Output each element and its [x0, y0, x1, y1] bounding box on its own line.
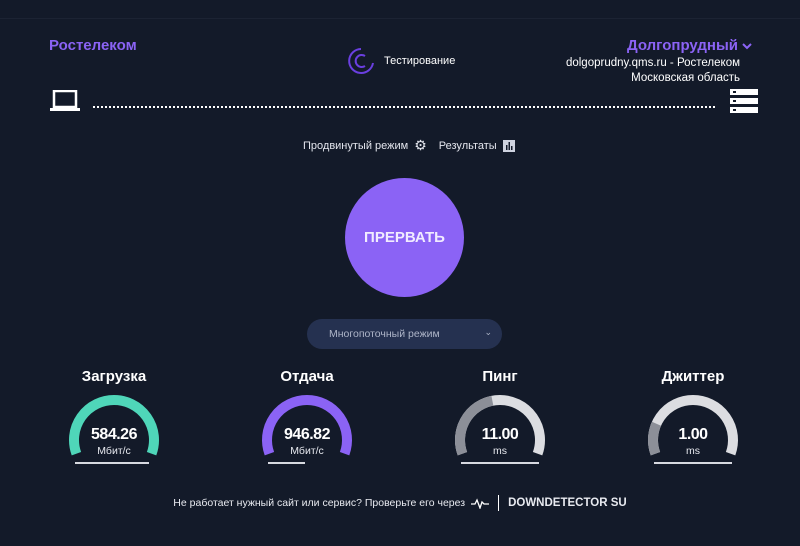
- metric-title: Пинг: [482, 368, 518, 385]
- gauge-fill: [455, 395, 494, 456]
- server-info: dolgoprudny.qms.ru - Ростелеком Московска…: [566, 56, 740, 86]
- progress-bar: [268, 462, 305, 464]
- gear-icon[interactable]: ⚙: [414, 137, 427, 153]
- links-bar: Продвинутый режим ⚙ Результаты: [303, 137, 515, 154]
- metric-value: 584.26: [91, 426, 137, 443]
- mode-select-value: Многопоточный режим: [329, 328, 440, 340]
- divider: [498, 495, 500, 511]
- laptop-icon: [50, 90, 80, 111]
- metric-unit: Мбит/с: [97, 445, 131, 457]
- server-icon: [730, 89, 758, 113]
- metric-upload: Отдача 946.82 Мбит/с: [247, 368, 367, 472]
- test-status: Тестирование: [346, 46, 455, 76]
- metric-value: 1.00: [678, 426, 708, 443]
- top-divider: [0, 18, 800, 19]
- gauge-fill: [648, 421, 662, 456]
- server-host: dolgoprudny.qms.ru - Ростелеком: [565, 57, 740, 69]
- metric-unit: ms: [686, 445, 700, 457]
- bar-chart-icon[interactable]: [502, 139, 515, 152]
- server-region: Московская область: [631, 72, 740, 84]
- status-label: Тестирование: [384, 55, 456, 67]
- metric-title: Джиттер: [661, 368, 725, 385]
- downdetector-link[interactable]: DOWNDETECTOR SU: [508, 497, 627, 509]
- chevron-down-icon: [742, 42, 752, 49]
- metric-value: 946.82: [284, 426, 330, 443]
- metric-value: 11.00: [481, 426, 519, 443]
- metric-title: Загрузка: [81, 368, 147, 385]
- stop-button[interactable]: ПРЕРВАТЬ: [345, 178, 464, 297]
- ping-gauge: [455, 395, 545, 456]
- city-label: Долгопрудный: [626, 37, 738, 54]
- metric-unit: Мбит/с: [290, 445, 324, 457]
- metric-jitter: Джиттер 1.00 ms: [633, 368, 753, 472]
- spinner-icon: [348, 48, 374, 74]
- progress-bar: [654, 462, 732, 464]
- footer: Не работает нужный сайт или сервис? Пров…: [0, 495, 800, 511]
- gauge-track: [69, 395, 159, 456]
- connection-line: [93, 106, 715, 108]
- metric-download: Загрузка 584.26 Мбит/с: [54, 368, 174, 472]
- chevron-down-icon: ⌄: [484, 327, 492, 337]
- metric-title: Отдача: [280, 368, 334, 385]
- progress-bar: [75, 462, 150, 464]
- download-gauge: [69, 395, 159, 456]
- jitter-gauge: [648, 395, 738, 456]
- isp-name: Ростелеком: [49, 37, 137, 54]
- mode-select[interactable]: Многопоточный режим ⌄: [307, 319, 502, 349]
- city-selector[interactable]: Долгопрудный: [627, 37, 753, 54]
- metric-unit: ms: [493, 445, 507, 457]
- metric-ping: Пинг 11.00 ms: [440, 368, 560, 472]
- gauge-track: [262, 395, 352, 456]
- results-link[interactable]: Результаты: [438, 139, 497, 152]
- upload-gauge: [262, 395, 352, 456]
- pulse-icon[interactable]: [471, 497, 490, 509]
- progress-bar: [461, 462, 539, 464]
- advanced-mode-link[interactable]: Продвинутый режим: [303, 139, 409, 152]
- footer-text: Не работает нужный сайт или сервис? Пров…: [173, 497, 466, 509]
